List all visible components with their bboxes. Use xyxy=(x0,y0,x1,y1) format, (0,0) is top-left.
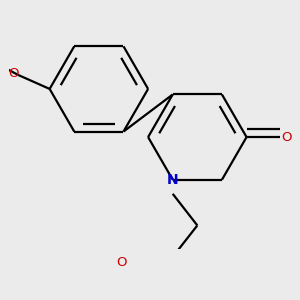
Text: O: O xyxy=(8,67,19,80)
Text: N: N xyxy=(167,173,178,187)
Text: O: O xyxy=(116,256,127,269)
Text: O: O xyxy=(281,130,292,144)
